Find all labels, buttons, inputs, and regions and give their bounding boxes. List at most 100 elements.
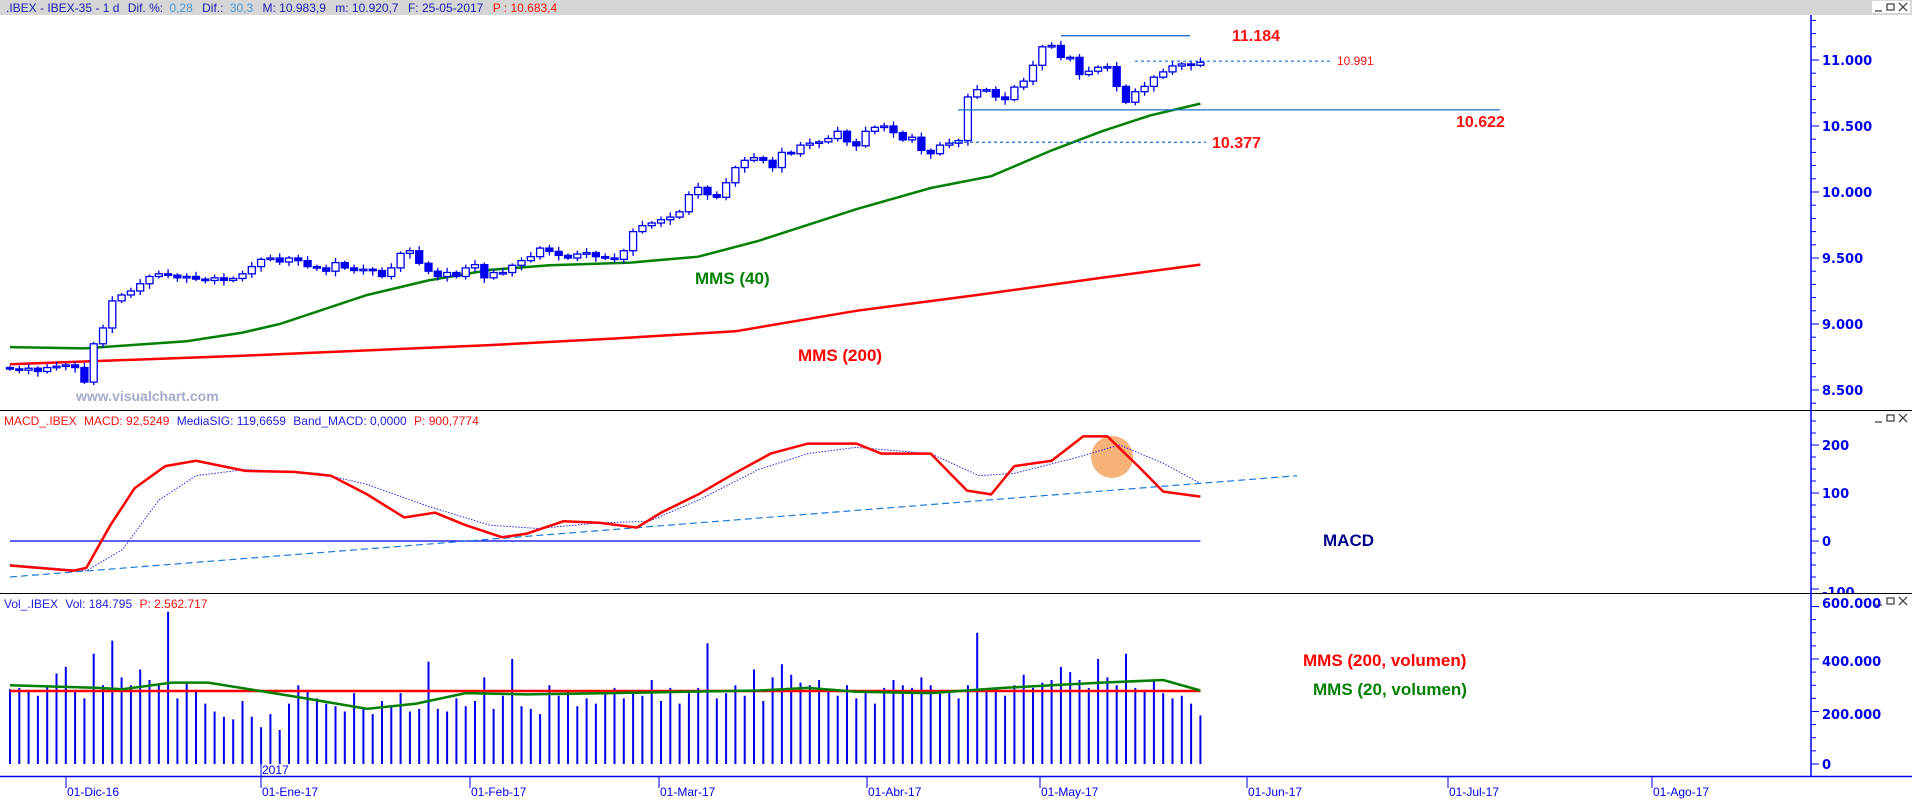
candle[interactable] [1019, 77, 1028, 91]
volume-bar[interactable] [790, 674, 793, 764]
volume-bar[interactable] [1115, 685, 1118, 764]
candle[interactable] [163, 269, 173, 279]
volume-bar[interactable] [1013, 685, 1016, 764]
candle[interactable] [1131, 88, 1140, 106]
volume-bar[interactable] [780, 664, 783, 764]
volume-bar[interactable] [1069, 672, 1072, 764]
volume-bar[interactable] [167, 611, 170, 764]
candle[interactable] [805, 138, 814, 150]
volume-bar[interactable] [64, 666, 67, 764]
volume-bar[interactable] [1004, 695, 1007, 764]
volume-bar[interactable] [139, 669, 142, 765]
volume-bar[interactable] [762, 701, 765, 764]
volume-bar[interactable] [195, 690, 197, 765]
volume-bar[interactable] [818, 680, 821, 764]
volume-bar[interactable] [353, 693, 356, 764]
candle[interactable] [349, 264, 359, 274]
volume-bar[interactable] [901, 685, 904, 764]
candle[interactable] [675, 209, 684, 220]
volume-bar[interactable] [18, 687, 21, 764]
candle[interactable] [610, 253, 619, 263]
candle[interactable] [787, 150, 796, 156]
volume-bar[interactable] [929, 685, 932, 764]
volume-bar[interactable] [427, 661, 430, 764]
volume-bar[interactable] [846, 685, 848, 764]
candle[interactable] [470, 259, 480, 272]
candle[interactable] [768, 157, 777, 172]
volume-bar[interactable] [492, 708, 495, 764]
candle[interactable] [591, 250, 601, 262]
volume-bar[interactable] [799, 682, 802, 764]
volume-bar[interactable] [483, 677, 486, 764]
candle[interactable] [117, 292, 126, 303]
candle[interactable] [15, 365, 24, 374]
candle[interactable] [954, 138, 963, 148]
volume-bar[interactable] [641, 695, 644, 764]
candle[interactable] [396, 251, 405, 272]
candle[interactable] [573, 250, 582, 262]
volume-bar[interactable] [855, 698, 858, 764]
candle[interactable] [275, 253, 284, 265]
candle[interactable] [1084, 66, 1093, 77]
candle[interactable] [582, 248, 591, 259]
candle[interactable] [452, 270, 461, 279]
volume-bar[interactable] [260, 727, 263, 764]
candle[interactable] [331, 258, 340, 277]
candle[interactable] [508, 263, 517, 277]
candle[interactable] [945, 138, 954, 149]
volume-bar[interactable] [455, 698, 458, 764]
candle[interactable] [433, 267, 442, 281]
candle[interactable] [638, 221, 647, 234]
volume-bar[interactable] [474, 701, 476, 764]
candle[interactable] [814, 139, 824, 149]
volume-bar[interactable] [1190, 703, 1193, 764]
volume-bar[interactable] [883, 687, 886, 764]
volume-bar[interactable] [464, 706, 467, 764]
candle[interactable] [108, 296, 117, 334]
candle[interactable] [694, 182, 703, 199]
volume-bar[interactable] [920, 677, 923, 764]
candle[interactable] [1103, 63, 1112, 72]
candle[interactable] [1000, 92, 1010, 105]
volume-bar[interactable] [204, 703, 207, 764]
volume-bar[interactable] [176, 698, 179, 764]
candle[interactable] [1177, 61, 1186, 71]
candle[interactable] [935, 141, 945, 156]
candle[interactable] [526, 252, 535, 263]
candle[interactable] [973, 85, 982, 99]
close-button[interactable] [1898, 596, 1908, 606]
volume-bar[interactable] [1050, 680, 1053, 764]
candle[interactable] [1066, 55, 1075, 62]
volume-bar[interactable] [604, 693, 607, 764]
candle[interactable] [294, 254, 303, 266]
volume-bar[interactable] [771, 677, 774, 764]
candle[interactable] [191, 271, 201, 282]
volume-bar[interactable] [111, 640, 114, 764]
candle[interactable] [182, 273, 191, 283]
volume-bar[interactable] [74, 690, 77, 765]
candle[interactable] [907, 133, 917, 143]
close-button[interactable] [1898, 413, 1908, 423]
candle[interactable] [982, 87, 991, 93]
candle[interactable] [824, 135, 833, 144]
candle[interactable] [917, 132, 926, 155]
volume-bar[interactable] [362, 708, 365, 764]
volume-bar[interactable] [36, 695, 39, 764]
candle[interactable] [210, 274, 219, 285]
candle[interactable] [1093, 65, 1103, 75]
candle[interactable] [89, 341, 98, 386]
volume-bar[interactable] [632, 693, 635, 764]
volume-bar[interactable] [622, 698, 625, 764]
volume-bar[interactable] [1199, 715, 1202, 764]
volume-bar[interactable] [278, 729, 281, 764]
volume-bar[interactable] [1097, 659, 1100, 764]
volume-bar[interactable] [501, 695, 504, 764]
candle[interactable] [628, 228, 638, 256]
candle[interactable] [80, 362, 89, 385]
volume-bar[interactable] [957, 698, 960, 764]
volume-bar[interactable] [1125, 653, 1127, 764]
candle[interactable] [126, 287, 136, 298]
candle[interactable] [442, 267, 452, 282]
candle[interactable] [601, 253, 610, 260]
volume-bar[interactable] [697, 687, 700, 764]
